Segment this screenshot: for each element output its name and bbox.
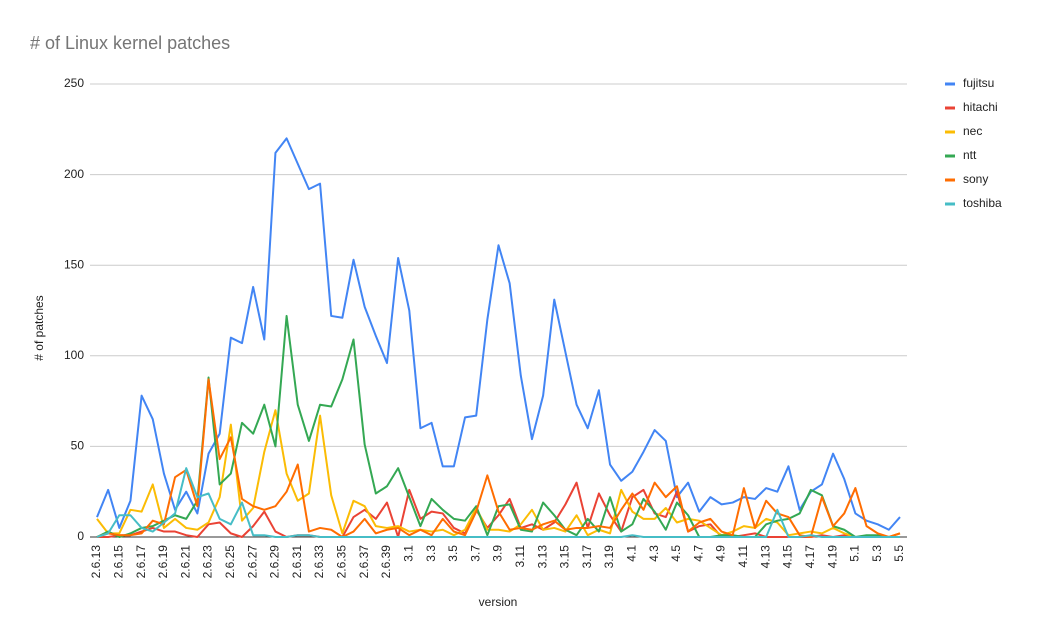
y-tick-label: 150	[64, 257, 84, 271]
x-tick-label: 3.9	[491, 545, 505, 562]
x-tick-label: 4.15	[781, 545, 795, 569]
y-axis-label: # of patches	[32, 295, 46, 360]
x-tick-label: 4.19	[825, 545, 839, 569]
x-tick-label: 4.11	[736, 545, 750, 568]
x-tick-label: 4.1	[625, 545, 639, 562]
x-tick-label: 4.5	[669, 545, 683, 562]
legend-label: hitachi	[963, 100, 998, 114]
x-tick-label: 3.3	[424, 545, 438, 562]
legend-label: ntt	[963, 148, 977, 162]
x-tick-label: 2.6.25	[223, 545, 237, 579]
x-tick-label: 2.6.27	[245, 545, 259, 579]
legend-label: toshiba	[963, 196, 1002, 210]
x-tick-label: 3.17	[580, 545, 594, 569]
x-tick-label: 2.6.35	[335, 545, 349, 579]
x-tick-label: 5.5	[892, 545, 906, 562]
x-tick-label: 3.5	[446, 545, 460, 562]
x-tick-label: 4.7	[691, 545, 705, 562]
x-tick-label: 5.1	[848, 545, 862, 562]
x-tick-label: 3.13	[535, 545, 549, 569]
y-tick-label: 0	[77, 529, 84, 543]
series-line	[96, 378, 901, 538]
series-line	[96, 314, 900, 538]
series-line	[96, 409, 901, 538]
x-tick-label: 4.13	[758, 545, 772, 569]
x-tick-label: 3.15	[558, 545, 572, 569]
x-tick-label: 2.6.21	[178, 545, 192, 579]
y-tick-label: 100	[64, 348, 84, 362]
x-tick-label: 4.9	[714, 545, 728, 562]
x-tick-label: 4.17	[803, 545, 817, 569]
x-tick-label: 2.6.37	[357, 545, 371, 579]
x-tick-label: 2.6.29	[268, 545, 282, 579]
x-tick-label: 4.3	[647, 545, 661, 562]
x-axis-label: version	[479, 595, 518, 609]
y-tick-label: 250	[64, 76, 84, 90]
x-tick-label: 3.7	[468, 545, 482, 562]
x-tick-label: 3.1	[401, 545, 415, 562]
x-tick-label: 2.6.23	[201, 545, 215, 579]
x-tick-label: 2.6.39	[379, 545, 393, 579]
x-tick-label: 2.6.13	[89, 545, 103, 579]
series-line	[96, 467, 900, 538]
x-tick-label: 3.11	[513, 545, 527, 568]
y-tick-label: 50	[71, 439, 85, 453]
x-tick-label: 2.6.17	[134, 545, 148, 579]
series-line	[96, 137, 901, 531]
x-tick-label: 5.3	[870, 545, 884, 562]
y-tick-label: 200	[64, 167, 84, 181]
legend-label: sony	[963, 172, 988, 186]
x-tick-label: 2.6.31	[290, 545, 304, 579]
x-tick-label: 3.19	[602, 545, 616, 569]
legend-label: nec	[963, 124, 982, 138]
x-tick-label: 2.6.33	[312, 545, 326, 579]
x-tick-label: 2.6.15	[111, 545, 125, 579]
legend-label: fujitsu	[963, 76, 994, 90]
x-tick-label: 2.6.19	[156, 545, 170, 579]
chart-title: # of Linux kernel patches	[30, 33, 230, 53]
